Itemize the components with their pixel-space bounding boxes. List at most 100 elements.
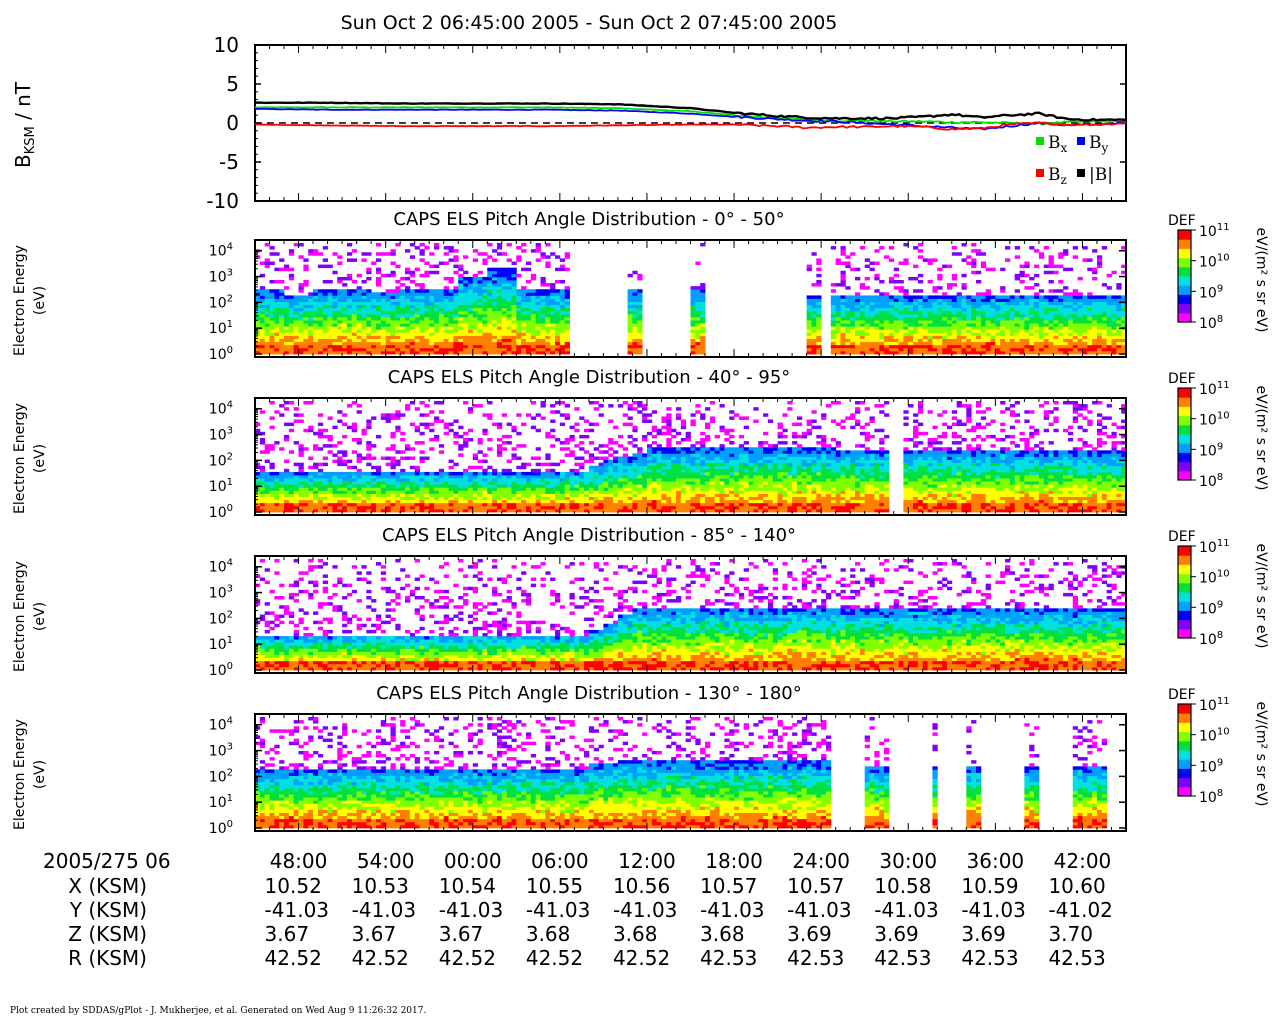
spectrogram-cell	[501, 490, 508, 494]
spectrogram-cell	[472, 478, 478, 482]
spectrogram-cell	[308, 320, 314, 324]
spectrogram-cell	[390, 499, 396, 504]
spectrogram-cell	[642, 502, 648, 507]
spectrogram-cell	[424, 484, 430, 488]
spectrogram-cell	[700, 289, 706, 293]
spectrogram-cell	[429, 484, 435, 488]
spectrogram-cell	[487, 292, 493, 296]
spectrogram-cell	[971, 341, 977, 346]
spectrogram-cell	[642, 407, 648, 411]
spectrogram-cell	[506, 286, 512, 290]
spectrogram-cell	[501, 304, 508, 309]
spectrogram-cell	[414, 493, 420, 497]
spectrogram-cell	[1087, 317, 1093, 321]
spectrogram-cell	[525, 350, 532, 355]
spectrogram-cell	[453, 484, 459, 488]
spectrogram-cell	[903, 332, 909, 336]
spectrogram-cell	[535, 341, 541, 346]
spectrogram-cell	[1077, 344, 1083, 349]
spectrogram-cell	[922, 307, 929, 312]
spectrogram-cell	[356, 484, 362, 488]
spectrogram-cell	[351, 317, 358, 321]
spectrogram-cell	[840, 252, 846, 256]
spectrogram-cell	[951, 326, 958, 330]
spectrogram-cell	[506, 350, 512, 355]
spectrogram-cell	[496, 450, 503, 454]
spectrogram-cell	[346, 341, 353, 346]
spectrogram-cell	[361, 329, 367, 333]
mag-ytick-label: 0	[226, 111, 239, 135]
spectrogram-cell	[269, 462, 275, 467]
spectrogram-cell	[617, 481, 624, 485]
spectrogram-cell	[288, 335, 295, 339]
spectrogram-cell	[467, 280, 474, 284]
spectrogram-cell	[613, 471, 619, 476]
spectrogram-cell	[274, 471, 280, 476]
spectrogram-cell	[487, 255, 493, 259]
spectrogram-cell	[477, 313, 483, 318]
spectrogram-cell	[419, 450, 425, 454]
spectrogram-cell	[579, 493, 585, 497]
spectrogram-cell	[951, 307, 958, 312]
spectrogram-cell	[535, 320, 541, 324]
spectrogram-cell	[487, 505, 493, 510]
spectrogram-cell	[835, 258, 841, 262]
spectrogram-cell	[390, 447, 396, 451]
spectrogram-cell	[496, 338, 503, 343]
spectrogram-cell	[487, 416, 493, 420]
spectrogram-cell	[400, 295, 406, 299]
spectrogram-cell	[942, 264, 948, 269]
spectrogram-cell	[637, 289, 643, 293]
spectrogram-cell	[525, 292, 532, 296]
spectrogram-cell	[269, 471, 275, 476]
spectrogram-cell	[622, 471, 628, 476]
spectrogram-cell	[695, 320, 701, 324]
spectrogram-cell	[269, 505, 275, 510]
spectrogram-cell	[598, 508, 604, 513]
spectrogram-cell	[501, 484, 508, 488]
spectrogram-cell	[559, 471, 566, 476]
spectrogram-cell	[482, 310, 488, 315]
spectrogram-cell	[927, 344, 933, 349]
spectrogram-cell	[574, 471, 580, 476]
spectrogram-cell	[559, 307, 566, 312]
spectrogram-cell	[1019, 273, 1025, 278]
spectrogram-cell	[385, 317, 391, 321]
spectrogram-cell	[1072, 255, 1079, 259]
spectrogram-cell	[579, 478, 585, 482]
spectrogram-cell	[511, 295, 517, 299]
spectrogram-cell	[317, 347, 324, 352]
spectrogram-cell	[458, 273, 464, 278]
spectrogram-cell	[511, 487, 517, 491]
spectrogram-cell	[269, 310, 275, 315]
spectrogram-cell	[700, 347, 706, 352]
spectrogram-cell	[946, 307, 953, 312]
spectrogram-cell	[346, 484, 353, 488]
spectrogram-cell	[603, 505, 609, 510]
spectrogram-cell	[293, 505, 299, 510]
spectrogram-cell	[540, 416, 546, 420]
spectrogram-cell	[351, 499, 358, 504]
spectrogram-cell	[346, 298, 353, 302]
spectrogram-cell	[961, 317, 967, 321]
spectrogram-cell	[1014, 295, 1020, 299]
spectrogram-cell	[332, 502, 338, 507]
spectrogram-cell	[540, 320, 546, 324]
spectrogram-cell	[975, 350, 982, 355]
spectrogram-cell	[438, 484, 445, 488]
spectrogram-cell	[1121, 320, 1127, 324]
spectrogram-cell	[550, 478, 556, 482]
spectrogram-cell	[375, 292, 382, 296]
spectrogram-cell	[298, 344, 304, 349]
spectrogram-cell	[409, 313, 416, 318]
spectrogram-cell	[555, 471, 561, 476]
spectrogram-cell	[274, 502, 280, 507]
spectrogram-cell	[1072, 310, 1079, 315]
spectrogram-cell	[535, 243, 541, 247]
spectrogram-cell	[942, 292, 948, 296]
spectrogram-cell	[346, 273, 353, 278]
spectrogram-cell	[288, 502, 295, 507]
spectrogram-cell	[492, 249, 498, 253]
spectrogram-cell	[511, 304, 517, 309]
spectrogram-cell	[917, 347, 924, 352]
